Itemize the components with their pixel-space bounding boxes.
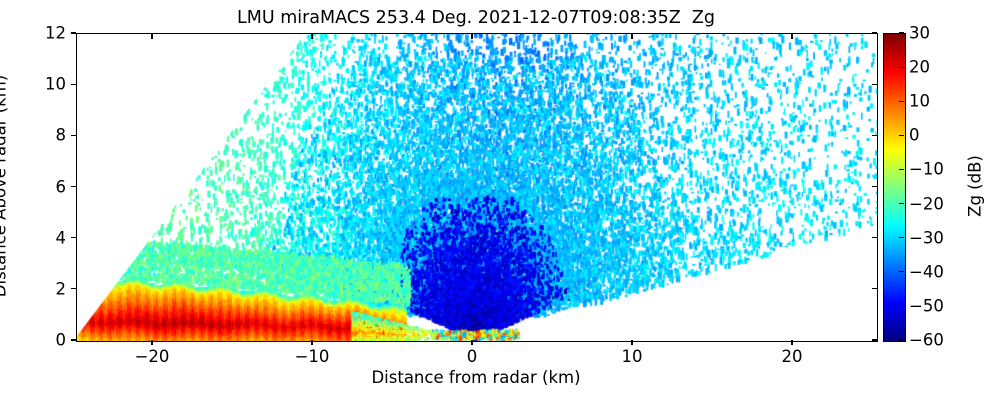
y-tick: [71, 185, 76, 188]
colorbar-gradient: [884, 34, 905, 341]
x-tick: [471, 340, 473, 345]
colorbar-tick-label: 20: [909, 57, 930, 77]
x-tick: [311, 340, 313, 345]
y-tick-right: [872, 32, 877, 34]
y-tick-right: [872, 288, 877, 290]
colorbar-tick-label: 0: [909, 125, 920, 145]
colorbar-tick-label: −10: [909, 159, 944, 179]
y-tick: [71, 32, 76, 34]
x-tick-top: [151, 34, 153, 39]
colorbar: [883, 33, 906, 342]
colorbar-tick: [899, 32, 904, 34]
y-tick-label: 12: [45, 23, 66, 43]
colorbar-tick: [899, 237, 904, 239]
colorbar-tick-label: −50: [909, 296, 944, 316]
colorbar-tick-label: −40: [909, 262, 944, 282]
x-tick-top: [471, 34, 473, 39]
x-tick: [631, 340, 633, 345]
y-tick-right: [872, 237, 877, 239]
x-tick-label: 20: [781, 347, 803, 366]
colorbar-tick-label: −20: [909, 194, 944, 214]
y-tick-right: [872, 339, 877, 341]
colorbar-tick-label: 30: [909, 23, 930, 43]
x-tick-label: −10: [294, 347, 330, 366]
y-tick: [71, 83, 76, 85]
y-tick-label: 0: [55, 330, 67, 350]
radar-data-canvas: [77, 34, 877, 341]
y-tick-label: 6: [55, 177, 67, 196]
x-tick-top: [311, 34, 313, 39]
colorbar-tick: [899, 134, 904, 136]
y-tick: [71, 134, 76, 136]
plot-axes: [76, 33, 878, 342]
x-tick: [151, 340, 153, 345]
colorbar-tick: [899, 66, 904, 68]
x-tick-label: 0: [466, 347, 478, 366]
y-tick-label: 4: [55, 228, 67, 248]
colorbar-tick: [899, 100, 904, 102]
x-tick-label: −20: [134, 347, 170, 366]
x-tick-top: [791, 34, 793, 39]
x-tick-top: [631, 34, 633, 39]
y-tick: [71, 237, 76, 239]
y-axis-label: Distance Above radar (km): [0, 74, 10, 298]
y-tick-label: 10: [45, 74, 66, 94]
colorbar-tick: [899, 339, 904, 341]
page-title: LMU miraMACS 253.4 Deg. 2021-12-07T09:08…: [236, 8, 716, 28]
colorbar-tick-label: −30: [909, 228, 944, 248]
colorbar-tick: [899, 271, 904, 273]
colorbar-tick: [899, 202, 904, 205]
colorbar-tick-label: 10: [909, 91, 930, 111]
x-axis-label: Distance from radar (km): [371, 368, 581, 387]
colorbar-tick: [899, 168, 904, 171]
colorbar-label: Zg (dB): [965, 155, 985, 217]
y-tick-right: [872, 134, 877, 136]
y-tick: [71, 288, 76, 290]
y-tick: [71, 339, 76, 341]
colorbar-tick: [899, 305, 904, 307]
colorbar-tick-label: −60: [909, 330, 944, 350]
y-tick-right: [872, 83, 877, 85]
y-tick-label: 2: [55, 279, 67, 299]
x-tick-label: 10: [621, 347, 643, 366]
x-tick: [791, 340, 793, 345]
y-tick-right: [872, 185, 877, 188]
y-tick-label: 8: [55, 125, 67, 145]
